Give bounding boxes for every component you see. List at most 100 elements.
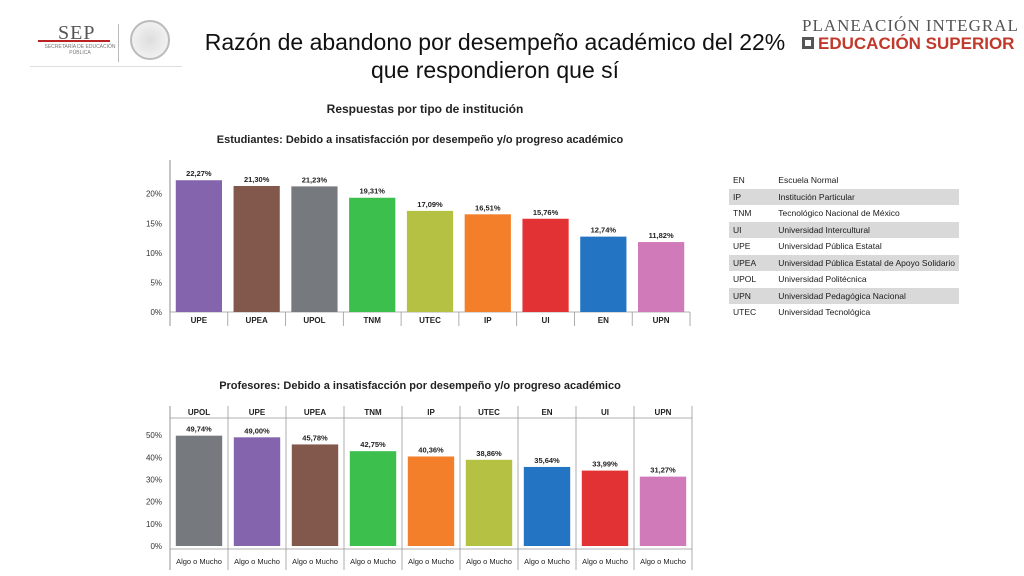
category-label: UTEC <box>419 316 441 325</box>
bar-value-label: 40,36% <box>418 445 444 454</box>
bar-upea <box>233 185 280 312</box>
bar-upol <box>175 435 223 546</box>
bar-value-label: 45,78% <box>302 433 328 442</box>
bar-utec <box>406 210 454 312</box>
logo-underline <box>30 66 182 67</box>
category-label: UPN <box>655 408 672 417</box>
y-tick-label: 50% <box>146 431 162 440</box>
bottom-label: Algo o Mucho <box>408 557 454 566</box>
legend-abbr: UPOL <box>733 274 757 285</box>
chart-title-profesores: Profesores: Debido a insatisfacción por … <box>219 380 621 392</box>
bottom-label: Algo o Mucho <box>234 557 280 566</box>
bar-value-label: 17,09% <box>417 200 443 209</box>
y-tick-label: 5% <box>150 278 162 287</box>
category-label: UI <box>601 408 609 417</box>
legend-row: UPN Universidad Pedagógica Nacional <box>729 287 959 304</box>
y-tick-label: 40% <box>146 453 162 462</box>
category-label: TNM <box>364 408 382 417</box>
bottom-label: Algo o Mucho <box>466 557 512 566</box>
national-seal-icon <box>130 20 170 60</box>
bar-ip <box>407 456 455 546</box>
legend-abbr: TNM <box>733 208 752 219</box>
legend-name: Escuela Normal <box>778 175 839 186</box>
bar-value-label: 49,74% <box>186 425 212 434</box>
legend-abbr: EN <box>733 175 745 186</box>
legend-abbr: UPE <box>733 241 751 252</box>
y-tick-label: 0% <box>150 542 162 551</box>
chart-title-estudiantes: Estudiantes: Debido a insatisfacción por… <box>216 134 624 146</box>
category-label: UPN <box>653 316 670 325</box>
bar-ui <box>581 470 629 546</box>
category-label: UI <box>542 316 550 325</box>
bar-value-label: 33,99% <box>592 460 618 469</box>
legend-abbr: UI <box>729 221 775 238</box>
legend-abbr: UTEC <box>733 307 757 318</box>
legend-row: UPEA Universidad Pública Estatal de Apoyo… <box>729 254 959 271</box>
bottom-label: Algo o Mucho <box>350 557 396 566</box>
bottom-label: Algo o Mucho <box>582 557 628 566</box>
bar-value-label: 35,64% <box>534 456 560 465</box>
y-tick-label: 20% <box>146 498 162 507</box>
bar-value-label: 16,51% <box>475 203 501 212</box>
bottom-label: Algo o Mucho <box>176 557 222 566</box>
bar-upe <box>233 437 281 546</box>
legend-name: Universidad Pedagógica Nacional <box>774 287 959 304</box>
legend-row: UI Universidad Intercultural <box>729 221 959 238</box>
y-tick-label: 0% <box>150 308 162 317</box>
legend-abbr: UPEA <box>729 254 775 271</box>
bar-value-label: 38,86% <box>476 449 502 458</box>
bottom-label: Algo o Mucho <box>524 557 570 566</box>
y-tick-label: 10% <box>146 249 162 258</box>
legend-name: Institución Particular <box>774 188 959 205</box>
bar-value-label: 22,27% <box>186 169 212 178</box>
category-label: IP <box>427 408 435 417</box>
legend-name: Tecnológico Nacional de México <box>778 208 900 219</box>
logo-divider <box>118 24 119 62</box>
sep-logo-text: SEP <box>58 22 96 44</box>
section-subtitle: Respuestas por tipo de institución <box>326 102 524 116</box>
bar-value-label: 21,30% <box>244 175 270 184</box>
bar-ui <box>522 218 569 312</box>
category-label: UPEA <box>304 408 326 417</box>
bar-value-label: 21,23% <box>302 175 328 184</box>
bar-value-label: 15,76% <box>533 208 559 217</box>
y-tick-label: 30% <box>146 475 162 484</box>
legend-name: Universidad Pública Estatal <box>778 241 882 252</box>
bar-value-label: 31,27% <box>650 466 676 475</box>
institution-legend: EN Escuela Normal IP Institución Particular… <box>729 172 959 321</box>
bar-ip <box>464 214 511 312</box>
bar-tnm <box>349 451 397 546</box>
y-tick-label: 15% <box>146 219 162 228</box>
bar-tnm <box>349 197 396 312</box>
legend-row: UPE Universidad Pública Estatal <box>729 238 959 255</box>
bar-utec <box>465 459 513 546</box>
bar-upe <box>175 180 222 312</box>
category-label: UPE <box>191 316 208 325</box>
bar-upea <box>291 444 339 546</box>
category-label: IP <box>484 316 492 325</box>
bar-value-label: 42,75% <box>360 440 386 449</box>
y-tick-label: 10% <box>146 520 162 529</box>
legend-row: TNM Tecnológico Nacional de México <box>729 205 959 222</box>
bar-upn <box>639 476 687 546</box>
bar-en <box>523 466 571 546</box>
legend-row: EN Escuela Normal <box>729 172 959 189</box>
chart-estudiantes: 0% 5% 10% 15% 20% 22,27% UPE 21,30% UPEA 21,23% UP… <box>146 160 691 326</box>
bar-upol <box>291 186 338 312</box>
category-label: EN <box>598 316 609 325</box>
category-label: EN <box>541 408 552 417</box>
category-label: UPEA <box>246 316 268 325</box>
category-label: TNM <box>364 316 382 325</box>
bar-value-label: 11,82% <box>649 231 674 240</box>
bottom-label: Algo o Mucho <box>292 557 338 566</box>
legend-name: Universidad Politécnica <box>778 274 867 285</box>
bar-value-label: 49,00% <box>244 426 270 435</box>
legend-abbr: UPN <box>729 287 775 304</box>
chart-profesores: 0% 10% 20% 30% 40% 50% 49,74% UPOL Algo o Mucho 4… <box>146 406 693 570</box>
legend-name: Universidad Pública Estatal de Apoyo Sol… <box>774 254 959 271</box>
legend-abbr: IP <box>729 188 775 205</box>
bar-upn <box>638 242 685 312</box>
category-label: UPOL <box>188 408 210 417</box>
category-label: UTEC <box>478 408 500 417</box>
legend-row: IP Institución Particular <box>729 188 959 205</box>
